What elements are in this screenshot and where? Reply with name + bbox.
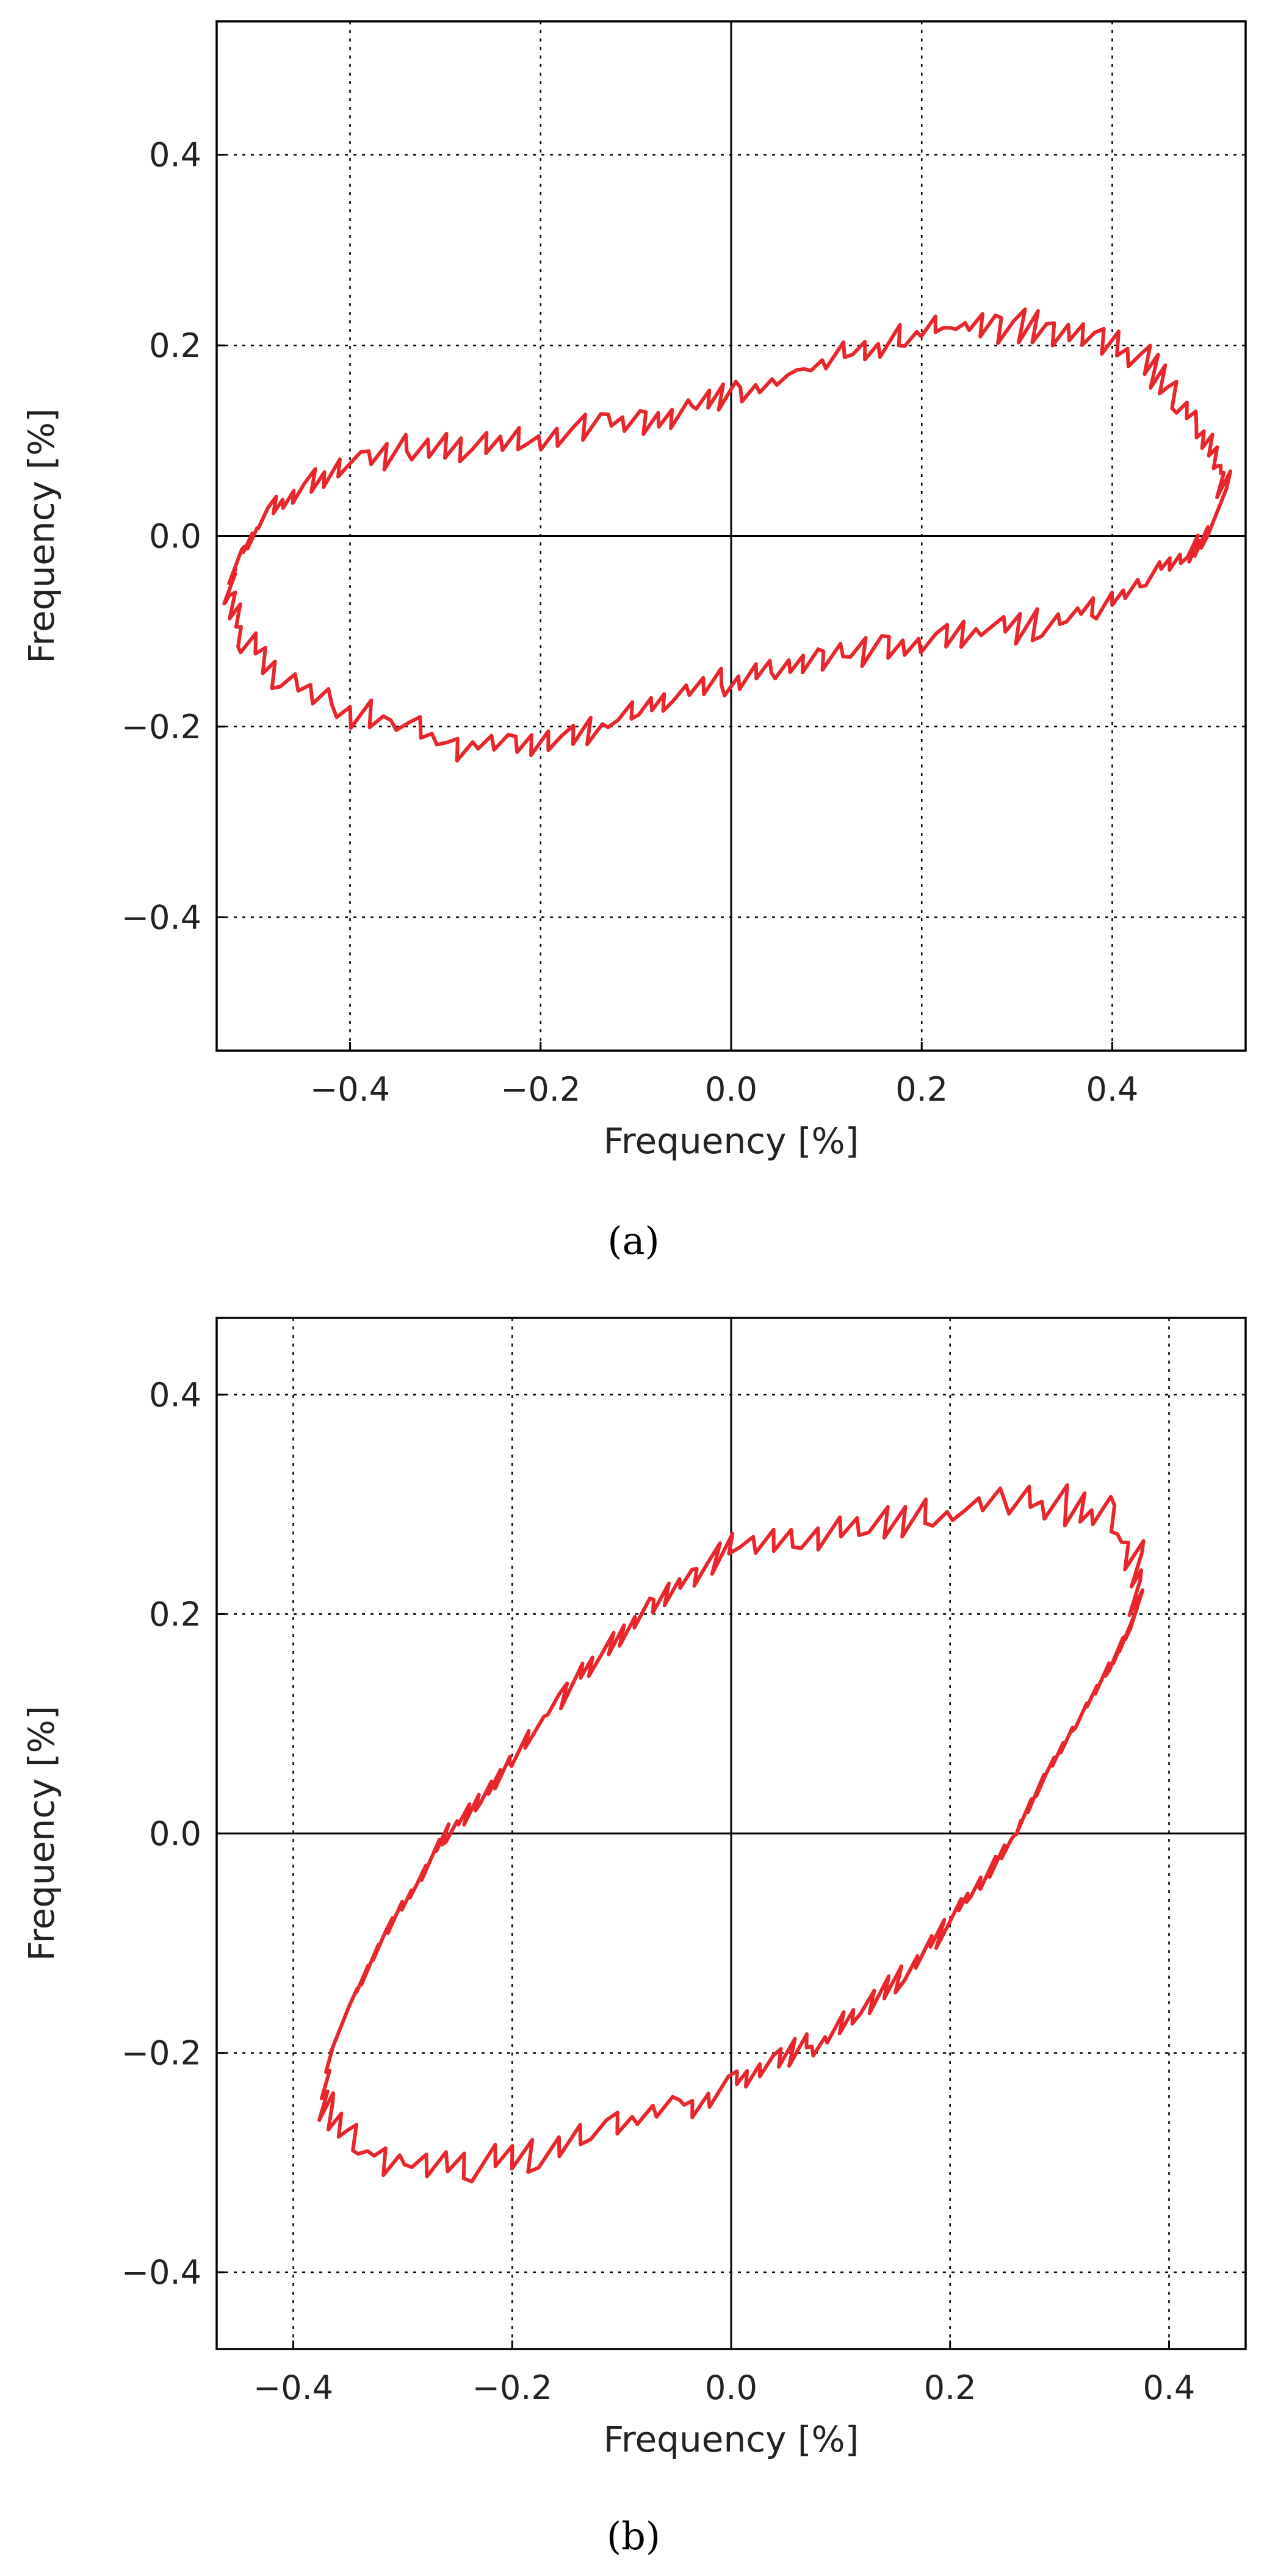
y-tick-label: 0.0 [149,1815,201,1853]
y-tick-label: −0.2 [121,708,201,746]
series-line-b [317,1483,1146,2184]
y-tick-label: 0.2 [149,326,201,365]
y-axis-label: Frequency [%] [21,1706,62,1961]
x-tick-label: −0.2 [500,1070,580,1109]
chart-panel-b: −0.4 −0.2 0.0 0.2 0.4 −0.4 −0.2 0.0 0.2 0.4 Freque… [21,1317,1247,2460]
series-line-a [222,307,1233,763]
x-axis-label: Frequency [%] [604,2419,859,2460]
y-axis-label: Frequency [%] [21,408,62,663]
caption-b: (b) [607,2514,660,2558]
x-tick-label: 0.4 [1086,1070,1138,1109]
y-tick-label: 0.2 [149,1595,201,1633]
x-axis-label: Frequency [%] [604,1120,859,1162]
x-tick-label: 0.0 [705,2369,757,2407]
x-tick-label: −0.4 [253,2369,333,2407]
x-tick-label: 0.2 [924,2369,976,2407]
y-tick-label: 0.4 [149,1376,201,1414]
x-tick-label: 0.4 [1143,2369,1196,2407]
x-tick-label: −0.2 [472,2369,552,2407]
y-tick-label: 0.4 [149,136,201,174]
chart-panel-a: −0.4 −0.2 0.0 0.2 0.4 −0.4 −0.2 0.0 0.2 0.4 Freque… [21,20,1247,1162]
y-tick-label: −0.2 [121,2034,201,2073]
y-tick-label: −0.4 [121,898,201,937]
x-tick-label: 0.0 [705,1070,757,1109]
x-tick-label: 0.2 [895,1070,948,1109]
caption-a: (a) [607,1218,659,1263]
y-tick-label: −0.4 [121,2253,201,2292]
y-tick-label: 0.0 [149,517,201,556]
x-tick-label: −0.4 [310,1070,390,1109]
